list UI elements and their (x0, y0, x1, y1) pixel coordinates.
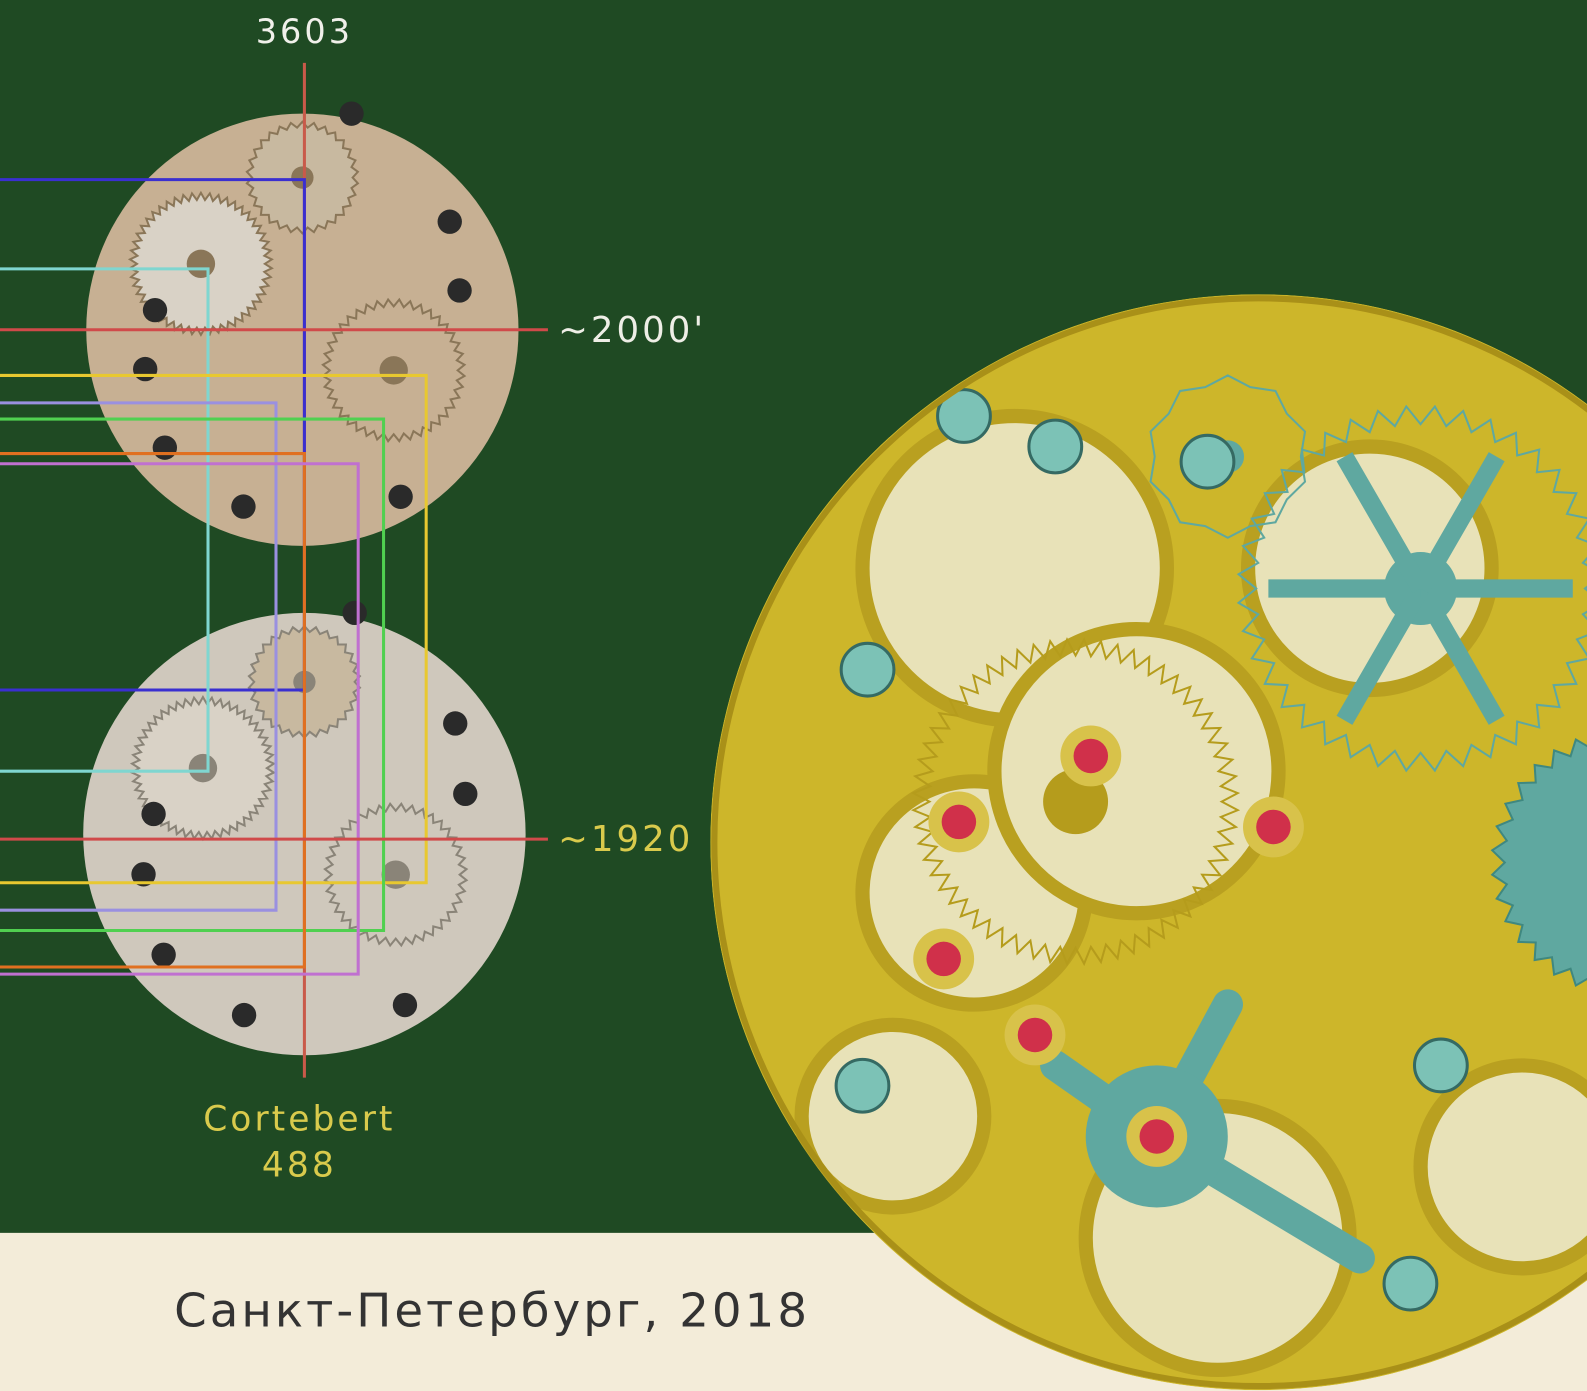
page: 3603 ~2000' ~1920 Cortebert 488 Санкт-Пе… (0, 0, 1587, 1391)
screw (1384, 1257, 1437, 1310)
caliber-label: 488 (262, 1145, 337, 1185)
cover: 3603 ~2000' ~1920 Cortebert 488 Санкт-Пе… (0, 0, 1587, 1391)
movement-hole (153, 435, 177, 459)
jewel (1074, 739, 1108, 773)
movement-hole (438, 210, 462, 234)
upper-date-label: ~2000' (558, 310, 706, 351)
top-label: 3603 (256, 12, 353, 51)
movement-hole (339, 101, 363, 125)
movement-hole (388, 485, 412, 509)
plate-opening (1421, 1065, 1587, 1268)
movement-hole (443, 711, 467, 735)
jewel (942, 805, 976, 839)
gear-hub (379, 356, 407, 384)
screw (836, 1059, 889, 1112)
movement-hole (133, 357, 157, 381)
gear-hub (382, 860, 410, 888)
gear-hub (291, 166, 313, 188)
movement-hole (453, 782, 477, 806)
screw (1181, 435, 1234, 488)
movement-hole (343, 601, 367, 625)
gear-hub (187, 250, 215, 278)
movement-hole (143, 298, 167, 322)
jewel (1018, 1018, 1052, 1052)
maker-label: Cortebert (203, 1100, 395, 1140)
jewel (926, 942, 960, 976)
movement-hole (393, 993, 417, 1017)
plate-opening (994, 629, 1278, 913)
jewel (1140, 1119, 1174, 1153)
footer: Санкт-Петербург, 2018 (174, 1285, 810, 1339)
movement-hole (447, 278, 471, 302)
screw (841, 643, 894, 696)
lower-date-label: ~1920 (558, 819, 693, 860)
movement-hole (141, 802, 165, 826)
movement-hole (151, 943, 175, 967)
screw (1414, 1039, 1467, 1092)
movement-hole (231, 494, 255, 518)
gear-hub (189, 754, 217, 782)
cover-content: 3603 ~2000' ~1920 Cortebert 488 Санкт-Пе… (0, 0, 1587, 1391)
movement-hole (232, 1003, 256, 1027)
jewel (1256, 810, 1290, 844)
screw (1029, 420, 1082, 473)
